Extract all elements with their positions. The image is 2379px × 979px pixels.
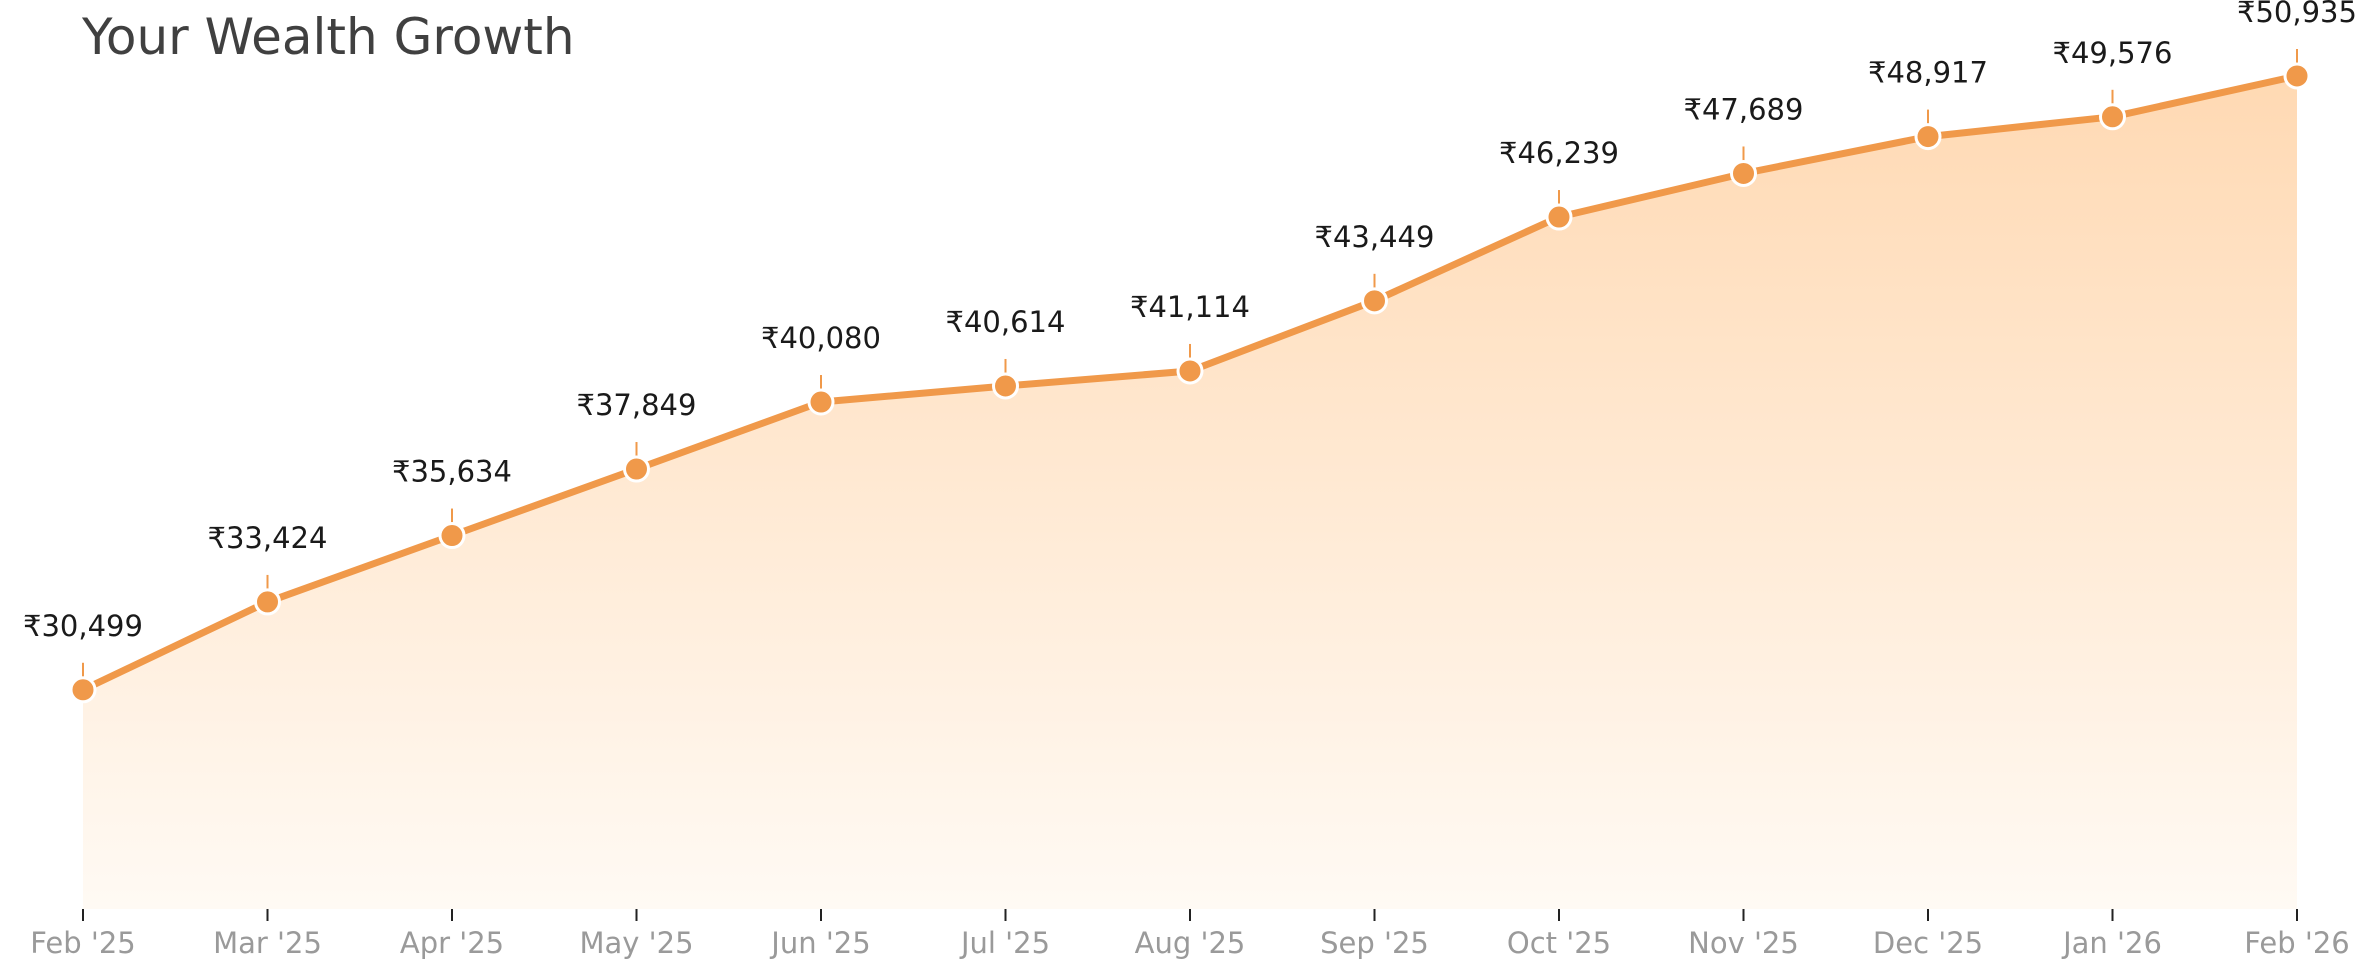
data-point xyxy=(1914,123,1942,151)
x-tick-label: Nov '25 xyxy=(1688,926,1799,960)
data-point xyxy=(1730,159,1757,187)
data-point xyxy=(438,522,466,550)
x-tick-label: Jul '25 xyxy=(959,926,1050,960)
value-label: ₹40,614 xyxy=(946,305,1066,339)
value-label: ₹40,080 xyxy=(761,321,881,355)
data-point xyxy=(254,588,281,616)
x-tick-label: Mar '25 xyxy=(213,926,322,960)
value-label: ₹47,689 xyxy=(1684,92,1804,126)
value-label: ₹50,935 xyxy=(2237,0,2357,29)
data-point xyxy=(1545,203,1573,231)
area-layer xyxy=(83,76,2297,909)
value-label: ₹30,499 xyxy=(23,609,143,643)
data-point xyxy=(2283,62,2311,90)
data-point xyxy=(1176,357,1204,385)
value-label: ₹43,449 xyxy=(1315,220,1435,254)
chart-title: Your Wealth Growth xyxy=(82,8,575,66)
points-layer xyxy=(69,48,2311,704)
data-point xyxy=(992,372,1019,400)
data-point xyxy=(2099,103,2126,131)
value-label: ₹46,239 xyxy=(1499,136,1619,170)
data-point xyxy=(807,388,835,416)
data-point xyxy=(69,676,97,704)
x-axis: Feb '25 Mar '25 Apr '25 May '25 Jun '25 Jul '… xyxy=(30,909,2350,960)
x-tick-label: Sep '25 xyxy=(1320,926,1429,960)
x-tick-label: Dec '25 xyxy=(1873,926,1983,960)
x-tick-label: Jun '25 xyxy=(769,926,870,960)
x-tick-label: Aug '25 xyxy=(1135,926,1246,960)
data-point xyxy=(623,455,650,483)
x-tick-label: Apr '25 xyxy=(400,926,504,960)
x-tick-label: Oct '25 xyxy=(1507,926,1611,960)
x-tick-label: May '25 xyxy=(579,926,693,960)
labels-layer: ₹30,499 ₹33,424 ₹35,634 ₹37,849 ₹40,080 ₹40,6… xyxy=(23,0,2357,643)
x-tick-label: Jan '26 xyxy=(2061,926,2162,960)
value-label: ₹49,576 xyxy=(2053,36,2173,70)
value-label: ₹41,114 xyxy=(1130,290,1250,324)
value-label: ₹35,634 xyxy=(392,455,512,489)
area-fill xyxy=(83,76,2297,909)
value-label: ₹33,424 xyxy=(208,521,328,555)
x-tick-label: Feb '26 xyxy=(2244,926,2349,960)
value-label: ₹37,849 xyxy=(577,388,697,422)
value-label: ₹48,917 xyxy=(1868,56,1988,90)
data-point xyxy=(1361,287,1388,315)
x-tick-label: Feb '25 xyxy=(30,926,135,960)
